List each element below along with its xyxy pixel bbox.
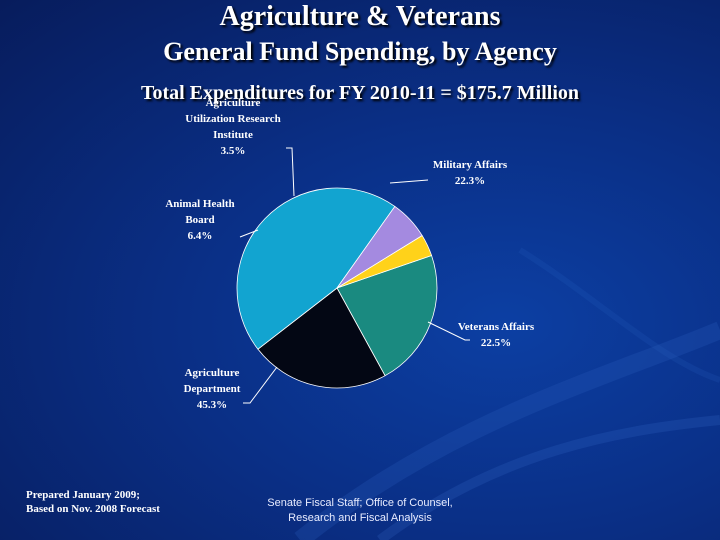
slice-value-label: 6.4% <box>188 230 213 242</box>
prepared-note: Prepared January 2009; Based on Nov. 200… <box>26 488 160 516</box>
pie-slice-1 <box>257 287 386 389</box>
page-subtitle: General Fund Spending, by Agency <box>163 37 557 66</box>
slice-label-0: Military Affairs 22.3% <box>433 159 508 187</box>
source-line-2: Research and Fiscal Analysis <box>288 512 432 524</box>
slice-label-4: Agriculture Utilization Research Institute… <box>185 97 280 157</box>
slice-value-label: 3.5% <box>221 145 246 157</box>
prepared-line-1: Prepared January 2009; <box>26 489 140 501</box>
slice-name-label: Veterans Affairs <box>458 321 535 333</box>
slice-label-2: Agriculture Department 45.3% <box>184 367 241 411</box>
leader-line-3 <box>239 229 259 238</box>
prepared-line-2: Based on Nov. 2008 Forecast <box>26 503 160 515</box>
total-expenditures: Total Expenditures for FY 2010-11 = $175… <box>140 82 580 104</box>
pie-slice-2 <box>236 187 396 350</box>
slice-name-label: Military Affairs <box>433 159 508 171</box>
slice-name-label: Institute <box>213 129 253 141</box>
slice-label-3: Animal Health Board 6.4% <box>165 198 234 242</box>
slice-value-label: 22.3% <box>455 175 485 187</box>
slice-name-label: Utilization Research <box>185 113 280 125</box>
slice-name-label: Agriculture <box>206 97 261 109</box>
slice-name-label: Board <box>185 214 214 226</box>
slice-label-1: Veterans Affairs 22.5% <box>458 321 535 349</box>
page-title: Agriculture & Veterans <box>219 1 501 32</box>
source-note: Senate Fiscal Staff; Office of Counsel, … <box>230 496 490 526</box>
pie-slice-4 <box>336 235 433 289</box>
source-line-1: Senate Fiscal Staff; Office of Counsel, <box>267 497 453 509</box>
slice-name-label: Animal Health <box>165 198 234 210</box>
leader-line-1 <box>427 321 470 341</box>
pie-slice-0 <box>336 254 438 377</box>
leader-line-0 <box>389 179 429 184</box>
leader-line-4 <box>286 147 295 197</box>
slice-name-label: Department <box>184 383 241 395</box>
slice-value-label: 45.3% <box>197 399 227 411</box>
slice-value-label: 22.5% <box>481 337 511 349</box>
leader-line-2 <box>243 366 278 404</box>
slice-name-label: Agriculture <box>185 367 240 379</box>
